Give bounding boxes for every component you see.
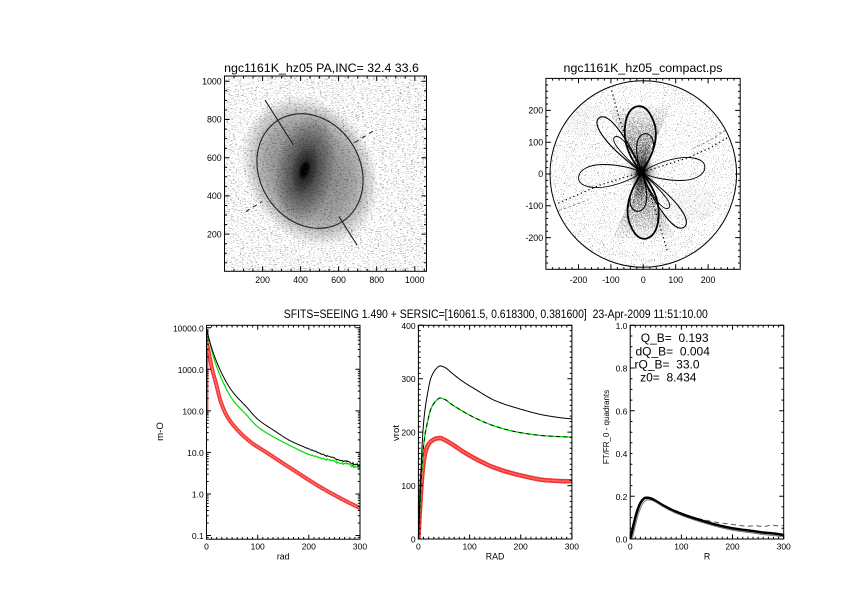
svg-text:vrot: vrot	[391, 425, 402, 441]
svg-text:300: 300	[401, 374, 415, 384]
svg-text:0: 0	[204, 542, 209, 552]
svg-text:0.8: 0.8	[616, 364, 628, 374]
svg-text:300: 300	[353, 542, 367, 552]
svg-text:RAD: RAD	[486, 552, 505, 562]
svg-text:-200: -200	[525, 233, 543, 243]
svg-text:600: 600	[207, 153, 222, 163]
svg-text:0.1: 0.1	[192, 531, 204, 541]
svg-text:FT/FR_0 - quadrants: FT/FR_0 - quadrants	[602, 390, 611, 464]
svg-text:1000: 1000	[405, 275, 425, 285]
svg-text:200: 200	[701, 275, 716, 285]
svg-text:m-O: m-O	[155, 422, 166, 441]
svg-text:1.0: 1.0	[192, 490, 204, 500]
svg-text:600: 600	[331, 275, 346, 285]
svg-text:R: R	[704, 552, 710, 562]
svg-text:0: 0	[416, 542, 421, 552]
svg-text:100: 100	[674, 542, 688, 552]
svg-text:100.0: 100.0	[182, 406, 204, 416]
svg-text:100: 100	[251, 542, 265, 552]
svg-text:0.0: 0.0	[616, 535, 628, 545]
svg-text:rQ_B= 33.0: rQ_B= 33.0	[635, 358, 700, 372]
svg-text:100: 100	[528, 137, 543, 147]
svg-text:ngc1161K_hz05_compact.ps: ngc1161K_hz05_compact.ps	[564, 61, 723, 75]
svg-text:0: 0	[641, 275, 646, 285]
svg-text:0: 0	[538, 169, 543, 179]
svg-text:200: 200	[514, 542, 528, 552]
svg-text:100: 100	[668, 275, 683, 285]
svg-text:300: 300	[565, 542, 579, 552]
svg-text:1000: 1000	[202, 77, 222, 87]
svg-text:200: 200	[528, 106, 543, 116]
svg-text:0: 0	[411, 535, 416, 545]
svg-text:0.2: 0.2	[616, 492, 628, 502]
svg-text:-200: -200	[570, 275, 588, 285]
svg-text:800: 800	[207, 115, 222, 125]
svg-text:400: 400	[293, 275, 308, 285]
svg-text:200: 200	[725, 542, 739, 552]
svg-text:z0= 8.434: z0= 8.434	[640, 371, 697, 385]
svg-text:SFITS=SEEING 1.490 + SERSIC=[1: SFITS=SEEING 1.490 + SERSIC=[16061.5, 0.…	[284, 309, 708, 321]
svg-text:400: 400	[207, 191, 222, 201]
svg-text:200: 200	[401, 428, 415, 438]
svg-text:200: 200	[302, 542, 316, 552]
svg-text:10.0: 10.0	[187, 448, 204, 458]
svg-text:1.0: 1.0	[616, 321, 628, 331]
svg-text:-100: -100	[525, 201, 543, 211]
svg-text:0.4: 0.4	[616, 449, 628, 459]
svg-text:dQ_B= 0.004: dQ_B= 0.004	[636, 344, 711, 358]
svg-text:1000.0: 1000.0	[178, 365, 204, 375]
svg-text:ngc1161K_hz05 PA,INC= 32.4 33.: ngc1161K_hz05 PA,INC= 32.4 33.6	[224, 61, 419, 75]
svg-text:100: 100	[401, 481, 415, 491]
svg-text:200: 200	[255, 275, 270, 285]
svg-text:100: 100	[463, 542, 477, 552]
svg-text:0.6: 0.6	[616, 406, 628, 416]
svg-text:-100: -100	[602, 275, 620, 285]
svg-text:800: 800	[369, 275, 384, 285]
svg-text:10000.0: 10000.0	[173, 323, 204, 333]
svg-text:200: 200	[207, 229, 222, 239]
svg-text:400: 400	[401, 321, 415, 331]
svg-text:300: 300	[777, 542, 791, 552]
svg-text:rad: rad	[277, 552, 290, 562]
svg-text:Q_B= 0.193: Q_B= 0.193	[641, 331, 709, 345]
svg-text:0: 0	[628, 542, 633, 552]
